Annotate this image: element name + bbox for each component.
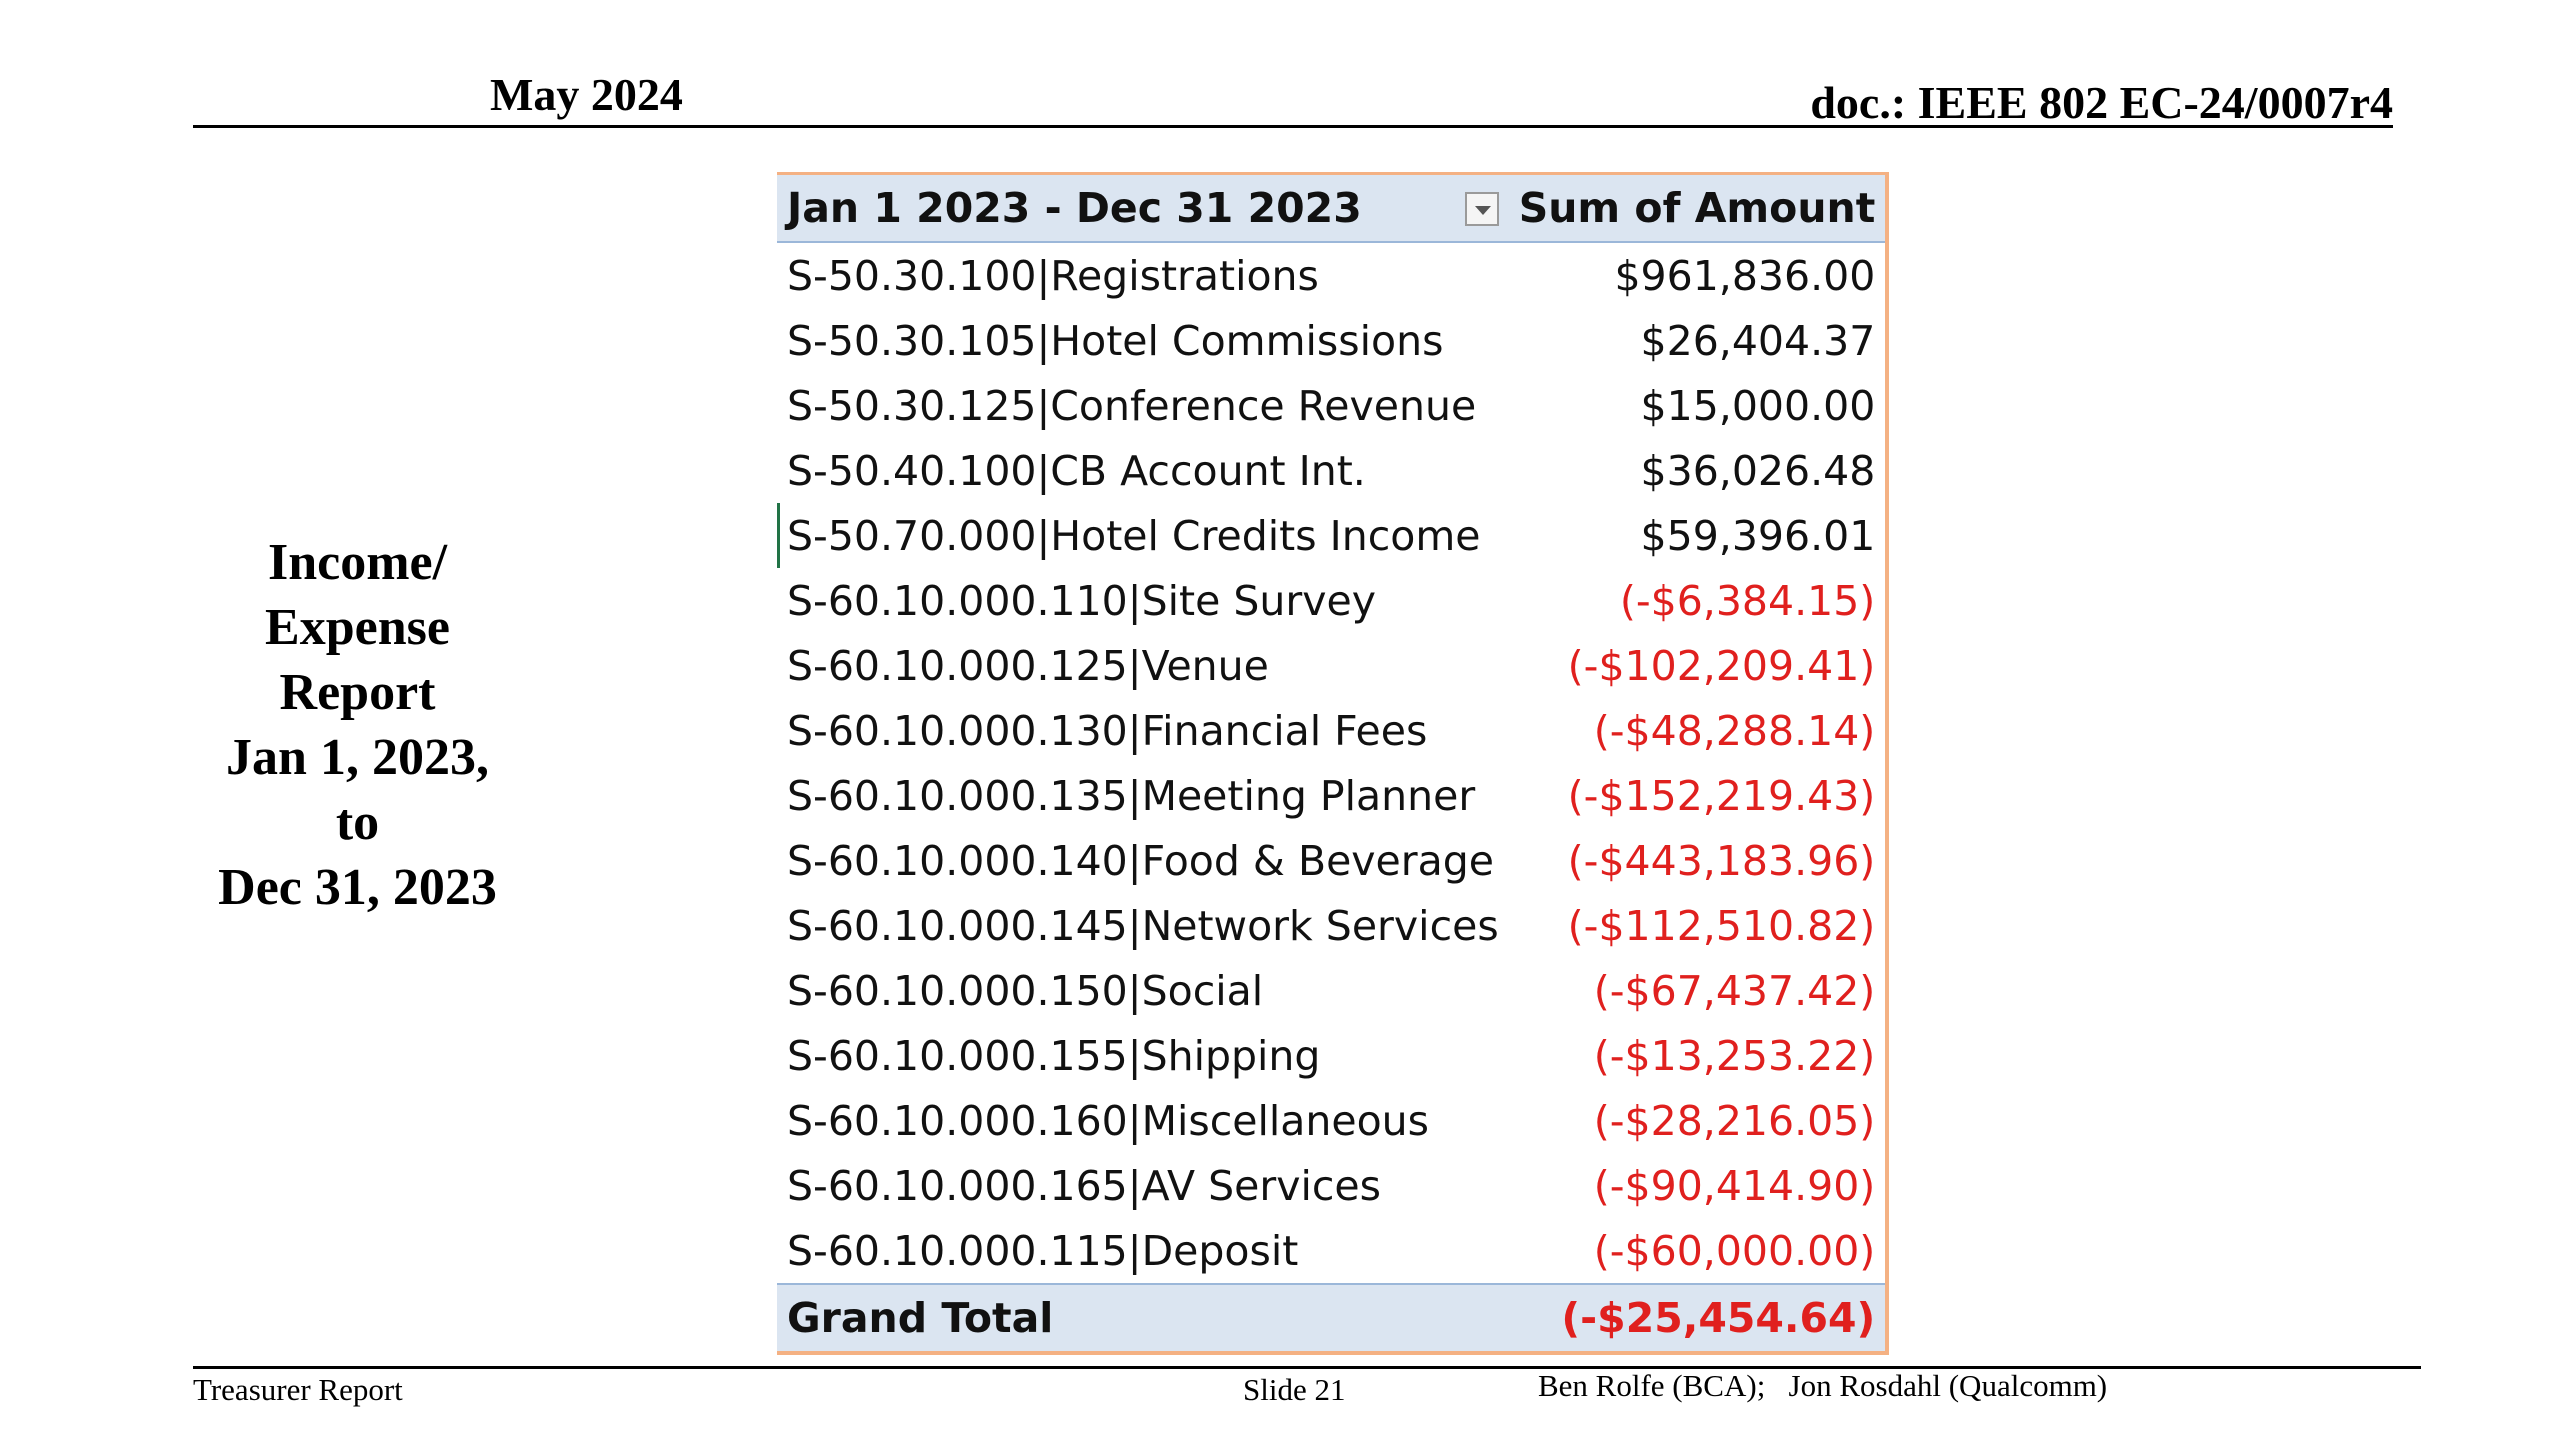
grand-total-row: Grand Total (-$25,454.64) [777, 1283, 1888, 1353]
row-label: S-60.10.000.115|Deposit [787, 1226, 1299, 1275]
row-label: S-60.10.000.150|Social [787, 966, 1264, 1015]
footer-rule [193, 1366, 2421, 1369]
table-row: S-50.30.100|Registrations $961,836.00 [777, 242, 1887, 308]
table-row: S-60.10.000.165|AV Services (-$90,414.90) [777, 1153, 1887, 1218]
row-label: S-60.10.000.145|Network Services [787, 901, 1499, 950]
row-amount: $961,836.00 [1614, 251, 1876, 300]
table-row: S-50.70.000|Hotel Credits Income $59,396.… [777, 503, 1887, 568]
table-row: S-60.10.000.125|Venue (-$102,209.41) [777, 633, 1887, 698]
row-label: S-60.10.000.130|Financial Fees [787, 706, 1428, 755]
row-label: S-60.10.000.155|Shipping [787, 1031, 1321, 1080]
table-row: S-50.40.100|CB Account Int. $36,026.48 [777, 438, 1887, 503]
side-title-line: Dec 31, 2023 [218, 859, 497, 916]
table-row: S-50.30.125|Conference Revenue $15,000.00 [777, 373, 1887, 438]
row-amount: $59,396.01 [1640, 511, 1876, 560]
row-label: S-50.30.105|Hotel Commissions [787, 316, 1444, 365]
table-row: S-60.10.000.150|Social (-$67,437.42) [777, 958, 1887, 1023]
row-label: S-50.70.000|Hotel Credits Income [777, 503, 1509, 568]
pivot-row-label-header: Jan 1 2023 - Dec 31 2023 [777, 173, 1509, 243]
table-row: S-60.10.000.155|Shipping (-$13,253.22) [777, 1023, 1887, 1088]
footer-authors: Ben Rolfe (BCA); Jon Rosdahl (Qualcomm) [1538, 1368, 2108, 1403]
row-label: S-60.10.000.135|Meeting Planner [787, 771, 1476, 820]
footer-left: Treasurer Report [193, 1372, 403, 1407]
slide-side-title: Income/ Expense Report Jan 1, 2023, to D… [160, 530, 555, 920]
side-title-line: Income/ [267, 534, 448, 591]
row-label: S-50.30.125|Conference Revenue [787, 381, 1477, 430]
row-amount: (-$152,219.43) [1567, 771, 1876, 820]
header-doc-id: doc.: IEEE 802 EC-24/0007r4 [1810, 77, 2393, 128]
grand-total-amount: (-$25,454.64) [1508, 1283, 1888, 1353]
side-title-line: Expense [265, 599, 450, 656]
table-row: S-60.10.000.115|Deposit (-$60,000.00) [777, 1218, 1887, 1284]
row-label: S-60.10.000.110|Site Survey [787, 576, 1376, 625]
pivot-header-row: Jan 1 2023 - Dec 31 2023 Sum of Amount [777, 173, 1888, 243]
table-row: S-60.10.000.145|Network Services (-$112,5… [777, 893, 1887, 958]
row-label: S-60.10.000.140|Food & Beverage [787, 836, 1495, 885]
table-row: S-60.10.000.140|Food & Beverage (-$443,18… [777, 828, 1887, 893]
side-title-line: Report [279, 664, 436, 721]
pivot-period-label: Jan 1 2023 - Dec 31 2023 [787, 184, 1362, 232]
table-row: S-60.10.000.110|Site Survey (-$6,384.15) [777, 568, 1887, 633]
dropdown-arrow-icon[interactable] [1464, 192, 1499, 226]
row-amount: $26,404.37 [1640, 316, 1876, 365]
slide-number: Slide 21 [1243, 1372, 1346, 1407]
row-amount: (-$112,510.82) [1567, 901, 1876, 950]
row-amount: (-$28,216.05) [1593, 1096, 1876, 1145]
side-title-line: to [335, 794, 380, 851]
row-amount: $15,000.00 [1640, 381, 1876, 430]
header-date: May 2024 [490, 69, 683, 120]
table-row: S-60.10.000.160|Miscellaneous (-$28,216.0… [777, 1088, 1887, 1153]
row-amount: (-$90,414.90) [1593, 1161, 1876, 1210]
side-title-line: Jan 1, 2023, [226, 729, 489, 786]
row-label: S-50.40.100|CB Account Int. [787, 446, 1366, 495]
row-label: S-60.10.000.160|Miscellaneous [787, 1096, 1430, 1145]
row-amount: (-$13,253.22) [1593, 1031, 1876, 1080]
table-row: S-60.10.000.130|Financial Fees (-$48,288.… [777, 698, 1887, 763]
row-amount: (-$60,000.00) [1593, 1226, 1876, 1275]
row-amount: $36,026.48 [1640, 446, 1876, 495]
pivot-body: S-50.30.100|Registrations $961,836.00 S-50… [777, 242, 1887, 1284]
row-amount: (-$443,183.96) [1567, 836, 1876, 885]
row-amount: (-$102,209.41) [1567, 641, 1876, 690]
row-label: S-50.30.100|Registrations [787, 251, 1319, 300]
table-row: S-50.30.105|Hotel Commissions $26,404.37 [777, 308, 1887, 373]
row-amount: (-$48,288.14) [1593, 706, 1876, 755]
row-amount: (-$6,384.15) [1619, 576, 1876, 625]
grand-total-label: Grand Total [777, 1283, 1509, 1353]
header-rule [193, 125, 2393, 128]
row-label: S-60.10.000.165|AV Services [787, 1161, 1381, 1210]
pivot-amount-header: Sum of Amount [1508, 173, 1888, 243]
row-label: S-60.10.000.125|Venue [787, 641, 1269, 690]
table-row: S-60.10.000.135|Meeting Planner (-$152,21… [777, 763, 1887, 828]
row-amount: (-$67,437.42) [1593, 966, 1876, 1015]
pivot-table: Jan 1 2023 - Dec 31 2023 Sum of Amount S… [777, 172, 1890, 1355]
